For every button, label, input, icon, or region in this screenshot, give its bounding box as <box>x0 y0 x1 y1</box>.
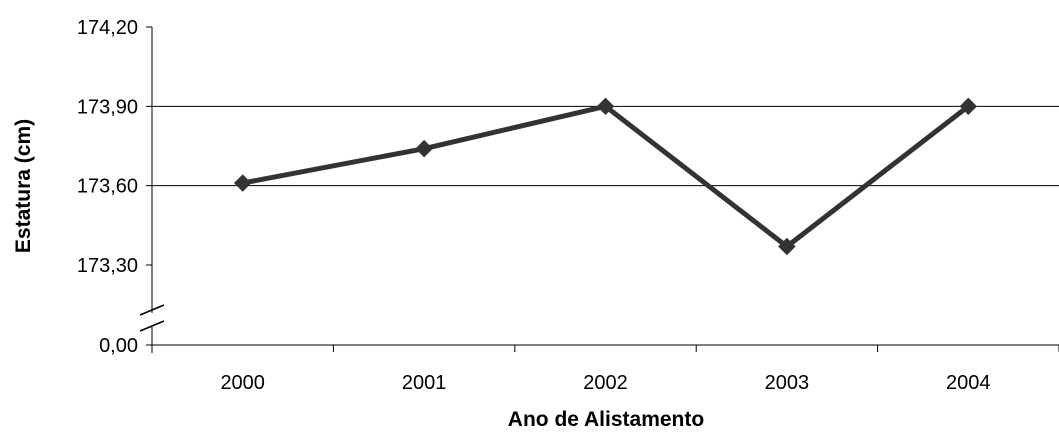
axis-break-mark <box>139 304 165 316</box>
y-axis-title: Estatura (cm) <box>12 119 35 253</box>
y-tick-label: 174,20 <box>77 17 138 39</box>
data-point-marker <box>596 97 615 116</box>
y-tick-label: 173,90 <box>77 96 138 118</box>
y-tick-labels: 174,20 173,90 173,60 173,30 0,00 <box>77 17 138 357</box>
data-point-marker <box>959 97 978 116</box>
x-tick-label: 2003 <box>765 372 810 394</box>
x-tick-label: 2004 <box>946 372 991 394</box>
y-tick-label: 173,60 <box>77 176 138 198</box>
data-point-marker <box>778 237 796 256</box>
axes <box>139 26 1059 353</box>
x-tick-labels: 2000 2001 2002 2003 2004 <box>220 372 990 394</box>
x-tick-label: 2002 <box>583 372 628 394</box>
x-axis-title: Ano de Alistamento <box>508 408 704 431</box>
series-line <box>242 103 970 249</box>
y-tick-label: 173,30 <box>77 255 138 277</box>
x-tick-label: 2000 <box>220 372 265 394</box>
data-point-marker <box>415 139 433 158</box>
axis-break-mark <box>139 320 165 332</box>
x-tick-label: 2001 <box>402 372 447 394</box>
series <box>233 97 978 256</box>
y-tick-label: 0,00 <box>99 335 138 357</box>
data-point-marker <box>233 174 252 192</box>
